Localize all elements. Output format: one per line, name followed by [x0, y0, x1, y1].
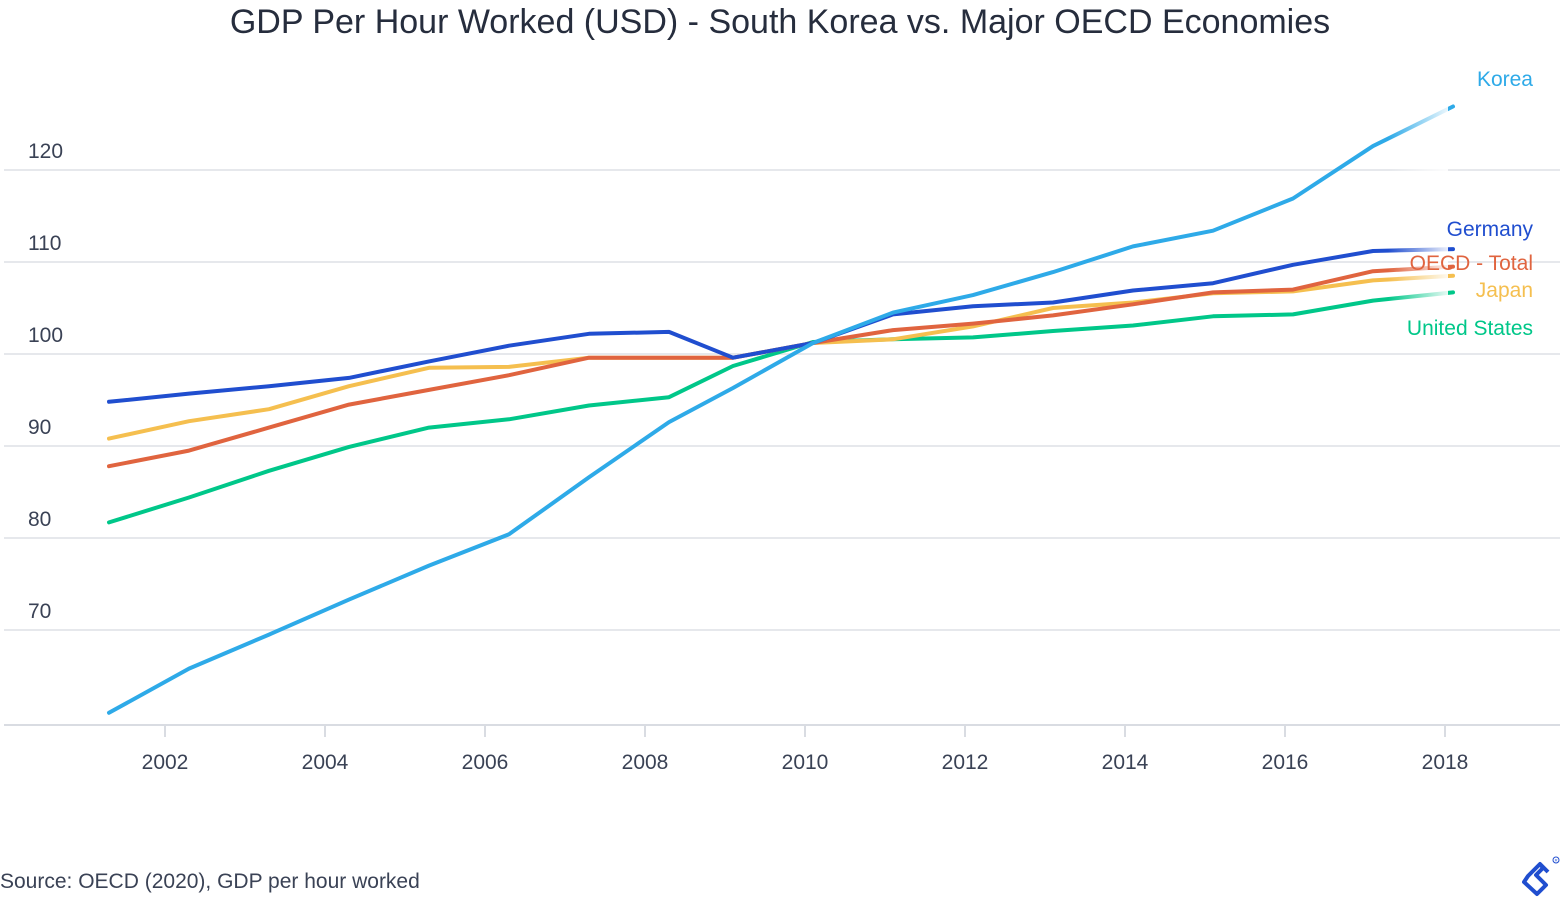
y-tick-label: 110	[28, 232, 61, 255]
series-label-korea: Korea	[1477, 68, 1533, 91]
y-tick-label: 80	[28, 508, 51, 531]
x-tick-label: 2012	[942, 751, 989, 774]
x-tick-label: 2010	[782, 751, 829, 774]
x-tick-label: 2006	[462, 751, 509, 774]
series-line-united-states	[107, 290, 1455, 525]
series-line-oecd-total	[107, 264, 1455, 469]
y-tick-label: 70	[28, 600, 51, 623]
x-tick-label: 2002	[142, 751, 189, 774]
series-line-korea	[107, 104, 1455, 715]
series-label-germany: Germany	[1447, 218, 1534, 241]
y-tick-label: 100	[28, 324, 63, 347]
svg-text:R: R	[1555, 858, 1558, 863]
x-tick-label: 2004	[302, 751, 349, 774]
y-tick-label: 120	[28, 140, 63, 163]
series-label-oecd-total: OECD - Total	[1410, 252, 1533, 275]
x-tick-label: 2018	[1422, 751, 1469, 774]
x-tick-label: 2016	[1262, 751, 1309, 774]
toptal-logo-icon: R	[1522, 856, 1560, 896]
grid	[4, 169, 1560, 631]
series-label-united-states: United States	[1407, 317, 1533, 340]
series-labels: Korea Germany OECD - Total Japan United Stat…	[1407, 68, 1534, 340]
y-tick-label: 90	[28, 416, 51, 439]
series-line-germany	[107, 247, 1455, 404]
source-note: Source: OECD (2020), GDP per hour worked	[0, 870, 420, 893]
series-lines	[107, 104, 1455, 715]
line-end-fade	[1388, 85, 1448, 310]
axes: 70 80 90 100 110 120 2002 2004 2006 2008 2010 2012 2…	[4, 140, 1560, 774]
x-tick-label: 2014	[1102, 751, 1149, 774]
series-label-japan: Japan	[1476, 279, 1533, 302]
chart-title: GDP Per Hour Worked (USD) - South Korea …	[229, 3, 1331, 41]
x-tick-label: 2008	[622, 751, 669, 774]
